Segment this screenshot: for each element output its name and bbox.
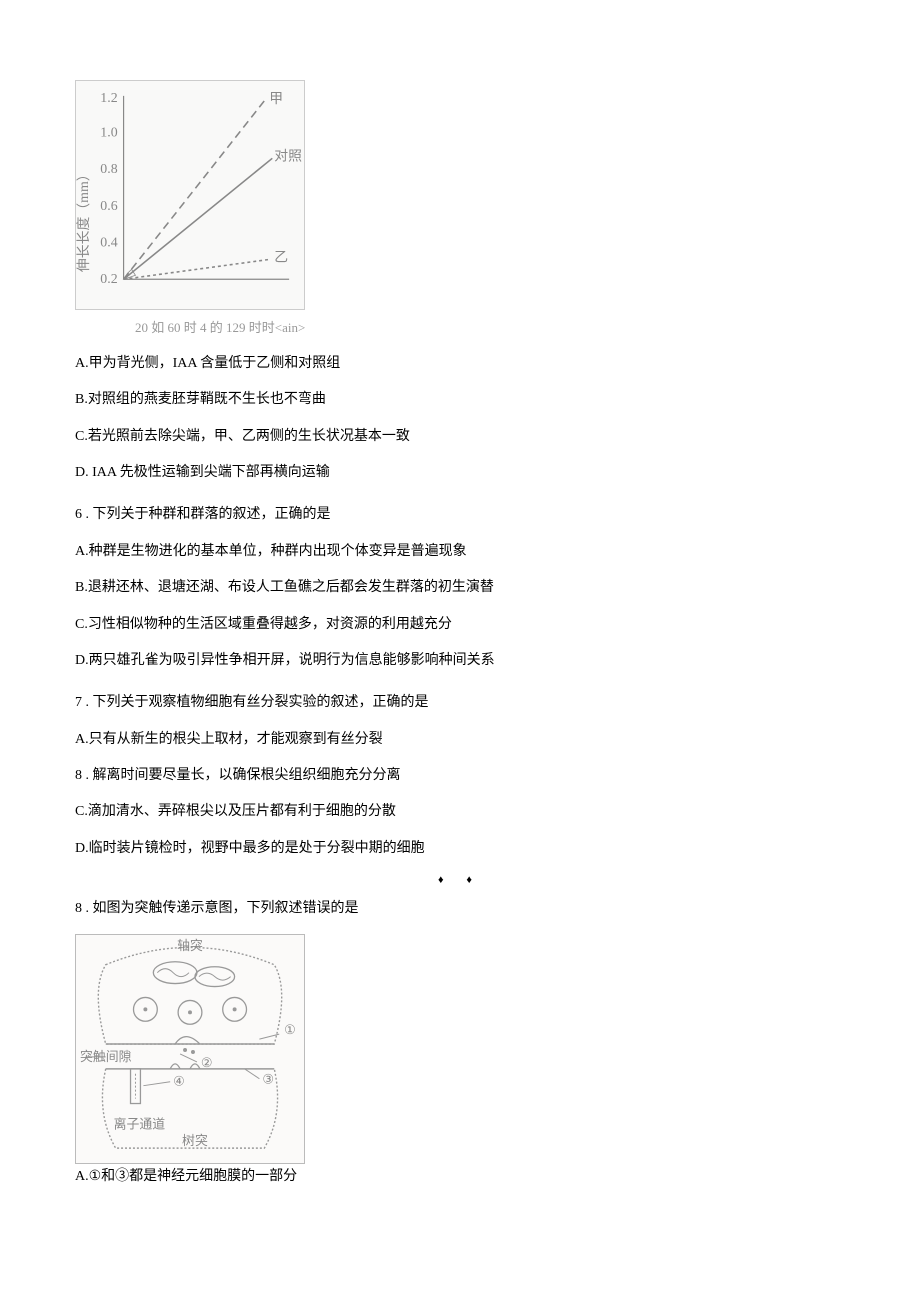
label-m3: ③: [262, 1073, 274, 1087]
ytick-3: 0.8: [100, 162, 117, 177]
q5-option-a: A.甲为背光侧，IAA 含量低于乙侧和对照组: [75, 353, 845, 375]
diamond-marks: ♦ ♦: [75, 872, 845, 890]
label-ion: 离子通道: [114, 1117, 166, 1132]
label-axon: 轴突: [177, 938, 203, 953]
ytick-4: 1.0: [100, 126, 117, 141]
series-control-label: 对照: [274, 148, 302, 164]
synapse-diagram: 轴突 突触间隙 离子通道 树突 ① ② ③ ④: [75, 934, 305, 1164]
ytick-0: 0.2: [100, 272, 117, 287]
series-yi-label: 乙: [274, 249, 288, 265]
ytick-5: 1.2: [100, 91, 117, 106]
q5-option-c: C.若光照前去除尖端，甲、乙两侧的生长状况基本一致: [75, 426, 845, 448]
q6-stem: 6 . 下列关于种群和群落的叙述，正确的是: [75, 504, 845, 526]
chart-caption: 20 如 60 时 4 的 129 时时<ain>: [135, 318, 845, 339]
series-jia-label: 甲: [269, 92, 283, 107]
q7-stem: 7 . 下列关于观察植物细胞有丝分裂实验的叙述，正确的是: [75, 692, 845, 714]
q8-option-a: A.①和③都是神经元细胞膜的一部分: [75, 1166, 845, 1188]
q6-option-b: B.退耕还林、退塘还湖、布设人工鱼礁之后都会发生群落的初生演替: [75, 577, 845, 599]
label-m2: ②: [201, 1056, 213, 1070]
q6-option-c: C.习性相似物种的生活区域重叠得越多，对资源的利用越充分: [75, 614, 845, 636]
q7-option-d: D.临时装片镜检时，视野中最多的是处于分裂中期的细胞: [75, 838, 845, 860]
growth-chart: 0.2 0.4 0.6 0.8 1.0 1.2 伸长长度（mm） 甲 对照 乙: [75, 80, 305, 310]
q7-option-c: C.滴加清水、弄碎根尖以及压片都有利于细胞的分散: [75, 801, 845, 823]
q6-option-a: A.种群是生物进化的基本单位，种群内出现个体变异是普遍现象: [75, 541, 845, 563]
y-axis-label: 伸长长度（mm）: [76, 167, 92, 272]
q7-option-b: 8 . 解离时间要尽量长，以确保根尖组织细胞充分分离: [75, 765, 845, 787]
ytick-2: 0.6: [100, 199, 117, 214]
q8-stem: 8 . 如图为突触传递示意图，下列叙述错误的是: [75, 898, 845, 920]
q6-option-d: D.两只雄孔雀为吸引异性争相开屏，说明行为信息能够影响种间关系: [75, 650, 845, 672]
label-dendrite: 树突: [182, 1133, 208, 1148]
label-cleft: 突触间隙: [80, 1049, 132, 1064]
label-m1: ①: [284, 1023, 296, 1037]
ytick-1: 0.4: [100, 236, 117, 251]
q7-option-a: A.只有从新生的根尖上取材，才能观察到有丝分裂: [75, 729, 845, 751]
q5-option-d: D. IAA 先极性运输到尖端下部再横向运输: [75, 462, 845, 484]
label-m4: ④: [173, 1075, 185, 1089]
q5-option-b: B.对照组的燕麦胚芽鞘既不生长也不弯曲: [75, 389, 845, 411]
